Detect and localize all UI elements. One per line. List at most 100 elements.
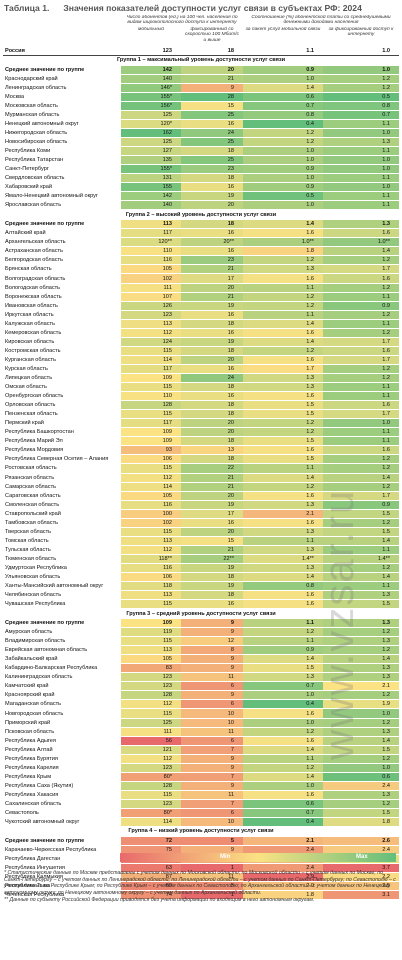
value-cell: 109 <box>121 436 181 447</box>
value-cell: 21 <box>181 292 243 302</box>
value-cell: 0.6 <box>323 772 400 782</box>
value-cell: 0.9 <box>243 164 323 175</box>
value-cell: 156* <box>121 101 181 111</box>
data-row: Алтайский край 117 16 1.6 1.6 <box>3 228 400 239</box>
value-cell: 1.2 <box>243 727 323 737</box>
data-row: Республика Саха (Якутия) 128 9 1.0 2.4 <box>3 781 400 791</box>
value-cell: 115 <box>121 382 181 393</box>
value-cell: 1.0 <box>243 200 323 211</box>
value-cell: 21 <box>181 482 243 492</box>
value-cell: 2.0 <box>243 881 323 892</box>
value-cell: 18 <box>181 46 243 56</box>
region-name: Мурманская область <box>3 110 121 120</box>
data-row: Амурская область 119 9 1.2 1.2 <box>3 627 400 638</box>
value-cell: 93 <box>121 445 181 456</box>
value-cell: 15 <box>181 536 243 546</box>
value-cell: 1.1 <box>243 283 323 293</box>
value-cell: 1.1 <box>243 754 323 764</box>
group-title: Группа 1 – максимальный уровень доступно… <box>3 55 400 66</box>
header-col: за фиксированный доступ к интернету <box>323 26 400 47</box>
data-row: Республика Калмыкия 87 11 2.9 2.2 <box>3 872 400 883</box>
data-row: Пермский край 117 20 1.2 1.0 <box>3 418 400 429</box>
value-cell: 10 <box>181 718 243 728</box>
value-cell: 1.3 <box>243 545 323 555</box>
value-cell: 1.0 <box>243 718 323 728</box>
data-row: Севастополь 80* 6 0.7 1.5 <box>3 808 400 819</box>
value-cell: 0.9 <box>243 182 323 193</box>
group-header-row: Группа 4 – низкий уровень доступности ус… <box>3 826 400 837</box>
value-cell: 106 <box>121 572 181 583</box>
region-name: Республика Адыгея <box>3 736 121 746</box>
region-name: Оренбургская область <box>3 391 121 402</box>
value-cell: 1.3 <box>243 382 323 393</box>
value-cell: 1.5 <box>243 436 323 447</box>
data-row: Волгоградская область 102 17 1.6 1.6 <box>3 273 400 284</box>
region-name: Удмуртская Республика <box>3 563 121 574</box>
data-row: Ненецкий автономный округ 120* 16 0.4 1.1 <box>3 119 400 129</box>
value-cell: 1.5 <box>323 808 400 819</box>
value-cell: 112 <box>121 699 181 710</box>
value-cell: 1.6 <box>243 228 323 239</box>
value-cell: 116 <box>121 500 181 510</box>
region-name: Самарская область <box>3 482 121 492</box>
value-cell: 1.4 <box>323 736 400 746</box>
value-cell: 105 <box>121 654 181 665</box>
region-name: Тюменская область <box>3 554 121 564</box>
region-name: Челябинская область <box>3 590 121 601</box>
value-cell: 6 <box>181 681 243 692</box>
value-cell: 1.4 <box>243 654 323 665</box>
region-name: Республика Татарстан <box>3 155 121 166</box>
region-name: Республика Саха (Якутия) <box>3 781 121 791</box>
data-row: Ростовская область 115 22 1.1 1.2 <box>3 463 400 474</box>
value-cell: 17 <box>181 509 243 519</box>
value-cell: 126 <box>121 301 181 311</box>
value-cell: 9 <box>181 83 243 93</box>
value-cell: 1.1 <box>323 427 400 438</box>
value-cell: 1.1 <box>323 119 400 129</box>
value-cell: 74 <box>121 890 181 901</box>
value-cell: 1.4 <box>243 319 323 329</box>
value-cell: 1.4 <box>243 473 323 483</box>
value-cell: 19 <box>181 191 243 202</box>
value-cell: 25 <box>181 110 243 120</box>
region-name: Ярославская область <box>3 200 121 211</box>
value-cell: 0.7 <box>243 101 323 111</box>
data-row: Чувашская Республика 115 16 1.6 1.5 <box>3 599 400 610</box>
value-cell: 0.7 <box>243 808 323 819</box>
region-name: Пермский край <box>3 418 121 429</box>
value-cell: 1.2 <box>323 364 400 375</box>
value-cell: 18 <box>181 436 243 447</box>
region-name: Республика Бурятия <box>3 754 121 764</box>
value-cell: 18 <box>181 382 243 393</box>
data-row: Владимирская область 115 12 1.1 1.3 <box>3 636 400 647</box>
region-name: Чувашская Республика <box>3 599 121 610</box>
value-cell: 1.4** <box>323 554 400 564</box>
value-cell: 1.2 <box>243 418 323 429</box>
value-cell: 5 <box>181 836 243 846</box>
value-cell: 1.2 <box>243 255 323 266</box>
region-name: Ненецкий автономный округ <box>3 119 121 129</box>
region-name: Калужская область <box>3 319 121 329</box>
value-cell: 0.8 <box>323 101 400 111</box>
value-cell: 0.8 <box>243 110 323 120</box>
value-cell: 1.3 <box>243 563 323 574</box>
data-row: Курганская область 114 20 1.6 1.7 <box>3 355 400 365</box>
value-cell: 110 <box>121 246 181 257</box>
data-row: Кабардино-Балкарская Республика 83 9 1.5 1.3 <box>3 663 400 674</box>
value-cell: 11 <box>181 672 243 683</box>
data-row: Ямало-Ненецкий автономный округ 142 19 0.5 1… <box>3 191 400 202</box>
value-cell: 21 <box>181 545 243 555</box>
legend-gradient <box>120 853 396 862</box>
value-cell: 20 <box>181 491 243 501</box>
value-cell: 1.2 <box>243 137 323 148</box>
value-cell: 2.1 <box>243 509 323 519</box>
value-cell: 1.2 <box>323 482 400 492</box>
watermark: www.vzsar.ru <box>315 488 362 760</box>
region-name: Республика Хакасия <box>3 790 121 800</box>
value-cell: 1.3 <box>323 590 400 601</box>
value-cell: 1.2 <box>243 627 323 638</box>
region-name: Астраханская область <box>3 246 121 257</box>
value-cell: 1.3 <box>323 790 400 800</box>
data-row: Томская область 113 15 1.1 1.4 <box>3 536 400 546</box>
value-cell: 118 <box>121 581 181 592</box>
